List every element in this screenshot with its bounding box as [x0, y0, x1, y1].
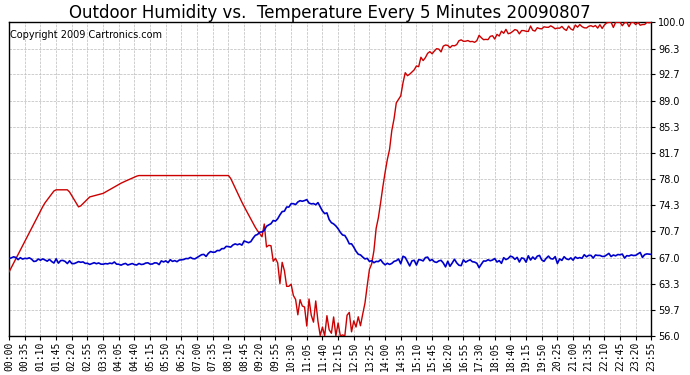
Text: Copyright 2009 Cartronics.com: Copyright 2009 Cartronics.com: [10, 30, 162, 40]
Title: Outdoor Humidity vs.  Temperature Every 5 Minutes 20090807: Outdoor Humidity vs. Temperature Every 5…: [70, 4, 591, 22]
